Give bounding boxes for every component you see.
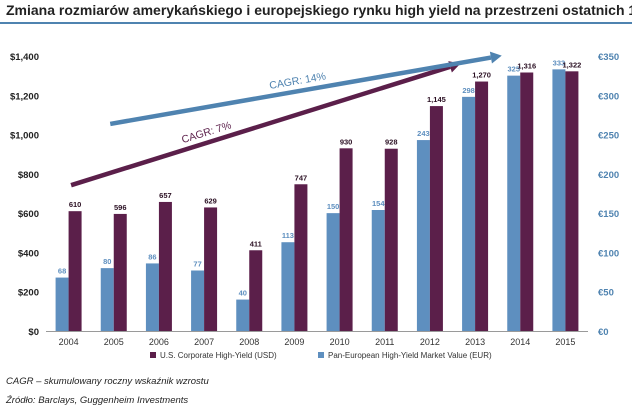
y-right-tick-label: €250 [598,131,619,142]
cagr-arrow-eu-line [109,55,492,127]
bar-eu [55,277,69,331]
bar-eu [462,96,476,331]
legend-label-eu: Pan-European High-Yield Market Value (EU… [328,351,492,360]
data-label-us: 930 [340,137,353,146]
bar-us [339,148,353,331]
bar-chart: $0 $200 $400 $600 $800 $1,000 $1,200 $1,400 €0 €5… [10,51,619,360]
x-tick-label: 2006 [149,337,169,347]
bar-us [384,148,398,331]
x-tick-label: 2010 [330,337,350,347]
cagr-arrow-us-line [70,64,451,188]
bar-us [294,184,308,331]
legend-label-us: U.S. Corporate High-Yield (USD) [160,351,277,360]
data-label-us: 596 [114,203,127,212]
data-label-us: 1,145 [427,95,446,104]
data-label-eu: 243 [417,129,430,138]
bar-eu [236,299,250,331]
data-label-eu: 40 [239,289,247,298]
legend: U.S. Corporate High-Yield (USD) Pan-Europ… [150,351,492,360]
x-tick-label: 2008 [239,337,259,347]
title-underline [0,22,632,24]
data-label-us: 1,322 [563,60,582,69]
x-tick-label: 2011 [375,337,394,347]
x-tick-label: 2014 [510,337,530,347]
data-labels: 68 610 80 596 86 657 77 629 40 411 113 747 150 930 154… [58,58,581,297]
data-label-us: 411 [250,239,262,248]
y-left-tick-label: $200 [18,288,39,299]
data-label-us: 1,270 [472,71,491,80]
bar-us [475,81,489,332]
y-left-tick-label: $1,200 [10,91,39,102]
data-label-us: 1,316 [517,62,536,71]
bar-eu [416,140,430,331]
y-right-tick-label: €100 [598,248,619,259]
data-label-eu: 325 [507,65,520,74]
data-label-eu: 68 [58,267,66,276]
y-left-tick-label: $600 [18,209,39,220]
bar-us [68,211,82,331]
y-right-tick-label: €200 [598,170,619,181]
x-tick-label: 2007 [194,337,214,347]
source-note: Źródło: Barclays, Guggenheim Investments [6,395,189,406]
bar-us [249,250,263,331]
cagr-arrow-eu-head [489,51,502,64]
data-label-us: 629 [204,196,217,205]
bar-us [204,207,218,331]
bar-eu [281,242,295,331]
y-left-tick-label: $1,400 [10,52,39,63]
data-label-eu: 154 [372,199,385,208]
bar-eu [507,75,521,331]
y-left-tick-label: $1,000 [10,131,39,142]
data-label-eu: 298 [462,86,475,95]
bar-eu [552,69,566,331]
bar-eu [371,210,385,331]
bar-us [158,201,172,331]
data-label-eu: 77 [193,260,201,269]
y-right-tick-label: €300 [598,91,619,102]
bar-eu [326,213,340,331]
y-left-tick-label: $0 [28,327,39,338]
x-tick-label: 2012 [420,337,440,347]
data-label-us: 657 [159,191,172,200]
chart-title: Zmiana rozmiarów amerykańskiego i europe… [6,2,632,18]
bars [55,69,579,332]
cagr-note: CAGR – skumulowany roczny wskaźnik wzros… [6,376,209,387]
x-tick-label: 2015 [555,337,575,347]
cagr-arrows: CAGR: 7%CAGR: 14% [70,51,502,188]
bar-eu [145,263,159,331]
data-label-us: 747 [295,173,308,182]
bar-eu [191,270,205,331]
x-tick-label: 2009 [284,337,304,347]
y-right-tick-label: €350 [598,52,619,63]
x-tick-label: 2004 [59,337,79,347]
bar-us [113,213,127,331]
y-left-tick-label: $800 [18,170,39,181]
y-left-tick-label: $400 [18,248,39,259]
y-right-tick-label: €150 [598,209,619,220]
bar-us [520,72,534,331]
bar-eu [100,268,114,331]
data-label-eu: 86 [148,252,156,261]
x-tick-label: 2005 [104,337,124,347]
y-right-tick-label: €50 [598,288,614,299]
axes: $0 $200 $400 $600 $800 $1,000 $1,200 $1,400 €0 €5… [10,52,619,347]
data-label-eu: 333 [553,58,566,67]
data-label-eu: 150 [327,202,340,211]
y-right-tick-label: €0 [598,327,609,338]
bar-us [565,71,579,332]
x-tick-label: 2013 [465,337,485,347]
legend-swatch-eu [318,352,324,358]
data-label-eu: 113 [282,231,294,240]
data-label-us: 928 [385,138,398,147]
data-label-eu: 80 [103,257,111,266]
bar-us [429,106,443,331]
data-label-us: 610 [69,200,82,209]
legend-swatch-us [150,352,156,358]
